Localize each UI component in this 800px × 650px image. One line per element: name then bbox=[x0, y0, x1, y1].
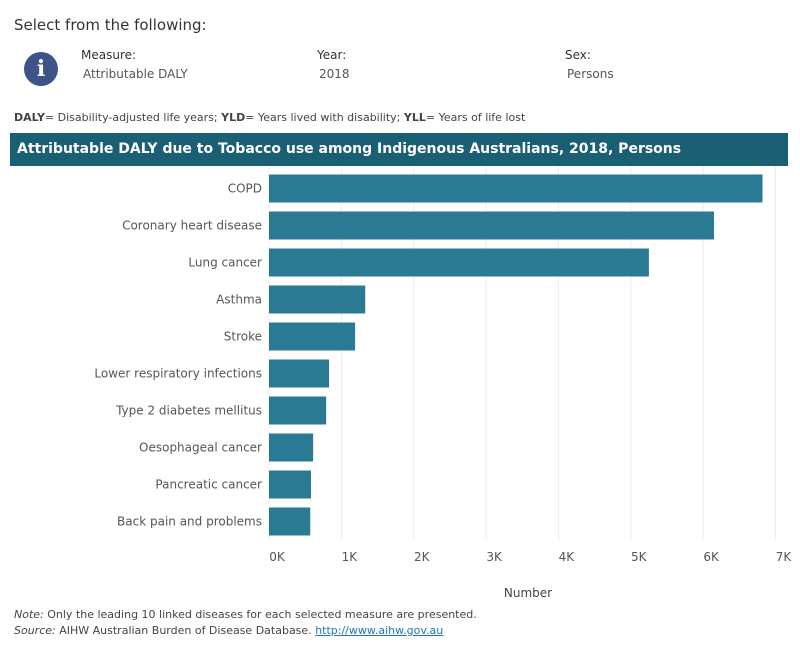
x-tick-label: 4K bbox=[559, 550, 576, 564]
bar-stroke bbox=[269, 322, 356, 351]
x-tick-label: 6K bbox=[703, 550, 720, 564]
category-label: Stroke bbox=[224, 330, 262, 344]
category-label: Back pain and problems bbox=[117, 515, 262, 529]
bar-pancreatic-cancer bbox=[269, 470, 311, 499]
measure-filter[interactable]: Measure: Attributable DALY bbox=[81, 48, 188, 81]
bar-lower-respiratory-infections bbox=[269, 359, 330, 388]
year-value[interactable]: 2018 bbox=[319, 67, 350, 81]
category-label: Oesophageal cancer bbox=[139, 441, 262, 455]
sex-filter[interactable]: Sex: Persons bbox=[565, 48, 614, 81]
year-filter[interactable]: Year: 2018 bbox=[317, 48, 350, 81]
x-tick-label: 7K bbox=[776, 550, 793, 564]
source-label: Source: bbox=[14, 624, 56, 637]
abbrev-term-yld: YLD bbox=[221, 111, 246, 124]
bar-lung-cancer bbox=[269, 248, 649, 277]
note-footnote: Note: Only the leading 10 linked disease… bbox=[14, 608, 477, 621]
abbrev-def-yll: = Years of life lost bbox=[425, 111, 526, 124]
abbrev-def-daly: = Disability-adjusted life years; bbox=[44, 111, 222, 124]
abbrev-term-daly: DALY bbox=[14, 111, 45, 124]
x-tick-label: 3K bbox=[486, 550, 503, 564]
abbrev-def-yld: = Years lived with disability; bbox=[245, 111, 404, 124]
bar-back-pain-and-problems bbox=[269, 507, 311, 536]
note-label: Note: bbox=[14, 608, 44, 621]
x-tick-label: 5K bbox=[631, 550, 648, 564]
bar-chart: COPD Coronary heart disease Lung cancer Ast… bbox=[94, 166, 793, 600]
bar-type-2-diabetes-mellitus bbox=[269, 396, 327, 425]
abbreviations-legend: DALY= Disability-adjusted life years; YL… bbox=[14, 111, 525, 124]
category-label: COPD bbox=[228, 182, 262, 196]
year-label: Year: bbox=[317, 48, 347, 62]
bar-oesophageal-cancer bbox=[269, 433, 314, 462]
source-text: AIHW Australian Burden of Disease Databa… bbox=[55, 624, 316, 637]
bar-copd bbox=[269, 174, 763, 203]
abbrev-term-yll: YLL bbox=[403, 111, 426, 124]
source-link[interactable]: http://www.aihw.gov.au bbox=[315, 624, 444, 637]
bar-asthma bbox=[269, 285, 366, 314]
sex-value[interactable]: Persons bbox=[567, 67, 614, 81]
category-label: Lower respiratory infections bbox=[94, 367, 262, 381]
category-label: Pancreatic cancer bbox=[155, 478, 262, 492]
select-title: Select from the following: bbox=[14, 16, 207, 34]
category-label: Coronary heart disease bbox=[122, 219, 262, 233]
measure-label: Measure: bbox=[81, 48, 137, 62]
category-label: Lung cancer bbox=[188, 256, 262, 270]
category-label: Type 2 diabetes mellitus bbox=[115, 404, 262, 418]
source-footnote: Source: AIHW Australian Burden of Diseas… bbox=[14, 624, 443, 637]
chart-title: Attributable DALY due to Tobacco use amo… bbox=[10, 133, 788, 166]
category-label: Asthma bbox=[216, 293, 262, 307]
measure-value[interactable]: Attributable DALY bbox=[83, 67, 188, 81]
x-tick-label: 2K bbox=[414, 550, 431, 564]
info-icon[interactable]: i bbox=[24, 52, 58, 86]
sex-label: Sex: bbox=[565, 48, 591, 62]
x-axis-title: Number bbox=[504, 586, 552, 600]
x-tick-label: 0K bbox=[269, 550, 286, 564]
x-tick-label: 1K bbox=[342, 550, 359, 564]
bar-coronary-heart-disease bbox=[269, 211, 715, 240]
note-text: Only the leading 10 linked diseases for … bbox=[43, 608, 477, 621]
